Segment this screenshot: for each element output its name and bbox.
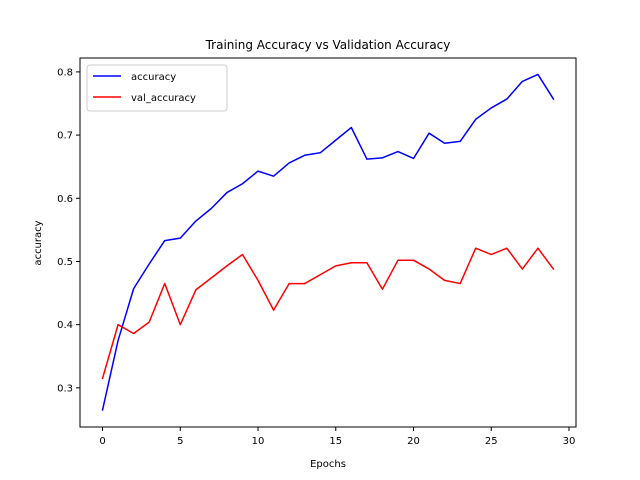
legend: accuracy val_accuracy	[86, 64, 228, 112]
legend-box	[86, 64, 228, 112]
y-tick-label: 0.7	[57, 131, 73, 142]
legend-label-val-accuracy: val_accuracy	[131, 93, 196, 104]
x-tick-label: 0	[99, 436, 105, 447]
x-tick-label: 30	[563, 436, 576, 447]
x-tick-label: 25	[485, 436, 498, 447]
y-axis-label: accuracy	[33, 220, 44, 265]
chart-title: Training Accuracy vs Validation Accuracy	[205, 38, 451, 52]
axes-frame	[79, 57, 577, 428]
y-tick-label: 0.4	[57, 320, 73, 331]
x-tick-label: 20	[407, 436, 420, 447]
x-tick-label: 10	[252, 436, 265, 447]
y-tick-label: 0.3	[57, 383, 73, 394]
x-tick-label: 15	[329, 436, 342, 447]
series-line-val-accuracy	[101, 247, 555, 380]
x-axis-label: Epochs	[310, 459, 346, 470]
y-tick-label: 0.6	[57, 194, 73, 205]
x-axis: 0 5 10 15 20 25 30	[99, 427, 575, 447]
plot-area	[101, 73, 555, 411]
y-tick-label: 0.8	[57, 67, 73, 78]
series-line-accuracy	[101, 73, 555, 411]
legend-label-accuracy: accuracy	[131, 72, 176, 83]
y-axis: 0.3 0.4 0.5 0.6 0.7 0.8	[57, 67, 80, 394]
y-tick-label: 0.5	[57, 257, 73, 268]
x-tick-label: 5	[177, 436, 183, 447]
